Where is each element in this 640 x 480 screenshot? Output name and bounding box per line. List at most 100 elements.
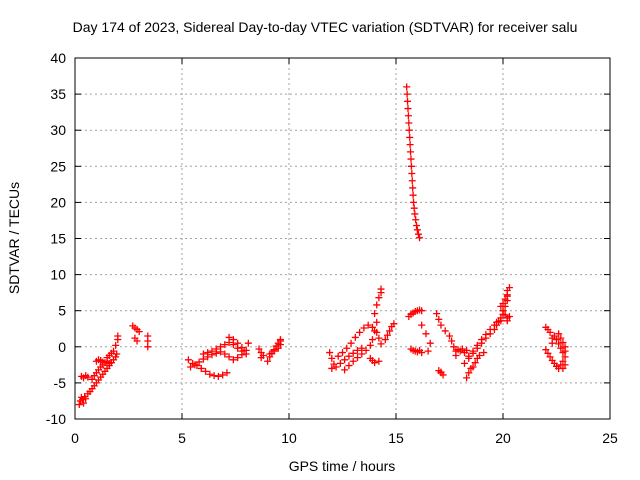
data-point	[88, 375, 96, 383]
plot-frame	[74, 57, 611, 420]
data-point	[499, 307, 507, 315]
data-point	[351, 333, 359, 341]
y-tick-label: -10	[46, 411, 66, 427]
data-point	[371, 359, 379, 367]
data-point	[270, 347, 278, 355]
data-point	[341, 356, 349, 364]
y-tick-label: 15	[50, 231, 66, 247]
data-point	[478, 336, 486, 344]
y-tick-label: 5	[58, 303, 66, 319]
y-tick-label: 30	[50, 122, 66, 138]
x-tick-label: 5	[178, 430, 186, 446]
chart-title: Day 174 of 2023, Sidereal Day-to-day VTE…	[73, 19, 578, 35]
series-sat-g	[144, 332, 152, 351]
data-point	[144, 343, 152, 351]
data-point	[345, 362, 353, 370]
data-point	[475, 351, 483, 359]
data-point	[407, 162, 415, 170]
data-point	[326, 349, 334, 357]
data-point	[433, 310, 441, 318]
data-point	[358, 350, 366, 358]
grid	[75, 58, 610, 419]
data-point	[418, 321, 426, 329]
data-point	[349, 349, 357, 357]
y-tick-label: 40	[50, 50, 66, 66]
data-point	[544, 349, 552, 357]
data-point	[371, 310, 379, 318]
data-point	[195, 358, 203, 366]
y-tick-label: 25	[50, 158, 66, 174]
series-sat-a	[75, 393, 90, 409]
data-point	[553, 336, 560, 344]
axis-ticks: -10 -5 0 5 10 15 20 25 30 35 40 0 5 10 15 20 25	[46, 50, 618, 446]
data-point	[217, 343, 225, 351]
data-point	[328, 354, 336, 362]
data-point	[405, 119, 413, 127]
series-sat-ah	[497, 302, 513, 325]
data-point	[377, 340, 385, 348]
data-point	[437, 368, 445, 376]
data-point	[353, 346, 361, 354]
data-point	[559, 357, 567, 365]
series-sat-aa	[454, 345, 471, 357]
data-point	[257, 354, 265, 362]
data-point	[550, 332, 558, 340]
data-point	[386, 327, 394, 335]
data-point	[413, 222, 421, 230]
data-point	[555, 330, 563, 338]
data-point	[133, 337, 141, 345]
series-sat-w	[407, 345, 426, 357]
data-point	[208, 347, 216, 355]
data-point	[497, 302, 505, 310]
data-point	[223, 369, 231, 377]
data-point	[390, 320, 398, 328]
data-point	[408, 170, 416, 178]
data-point	[255, 345, 263, 353]
data-point	[244, 339, 252, 347]
series-sat-z	[435, 367, 447, 379]
series-sat-ae	[463, 364, 475, 382]
data-point	[546, 353, 554, 361]
y-tick-label: 10	[50, 267, 66, 283]
data-point	[418, 349, 426, 357]
data-point	[274, 344, 282, 352]
data-point	[199, 350, 207, 358]
x-tick-label: 25	[602, 430, 618, 446]
series-sat-l	[255, 345, 267, 362]
series-sat-y	[433, 310, 460, 359]
series-sat-v	[405, 306, 426, 320]
data-point	[84, 373, 92, 381]
data-point	[332, 363, 340, 371]
data-point	[435, 315, 443, 323]
data-point	[497, 317, 505, 325]
series-sat-u	[403, 83, 424, 242]
data-point	[191, 361, 199, 369]
data-point	[210, 372, 218, 380]
series-sat-ac	[465, 318, 501, 360]
data-point	[465, 369, 473, 377]
series-sat-d	[88, 357, 113, 383]
data-point	[404, 112, 412, 120]
data-point	[366, 341, 374, 349]
data-point	[561, 361, 569, 369]
data-point	[135, 328, 143, 336]
data-point	[242, 350, 250, 358]
data-point	[411, 210, 419, 218]
x-axis-label: GPS time / hours	[289, 458, 396, 474]
data-point	[406, 133, 414, 141]
y-tick-label: -5	[54, 375, 67, 391]
data-point	[368, 323, 376, 331]
data-point	[406, 141, 414, 149]
data-point	[212, 345, 220, 353]
data-point	[347, 339, 355, 347]
data-point	[371, 327, 379, 335]
data-point	[460, 359, 468, 367]
data-point	[463, 374, 471, 382]
data-point	[437, 321, 445, 329]
data-point	[184, 356, 192, 364]
data-point	[381, 336, 389, 344]
data-point	[557, 344, 565, 352]
data-point	[276, 341, 284, 349]
data-point	[240, 346, 248, 354]
